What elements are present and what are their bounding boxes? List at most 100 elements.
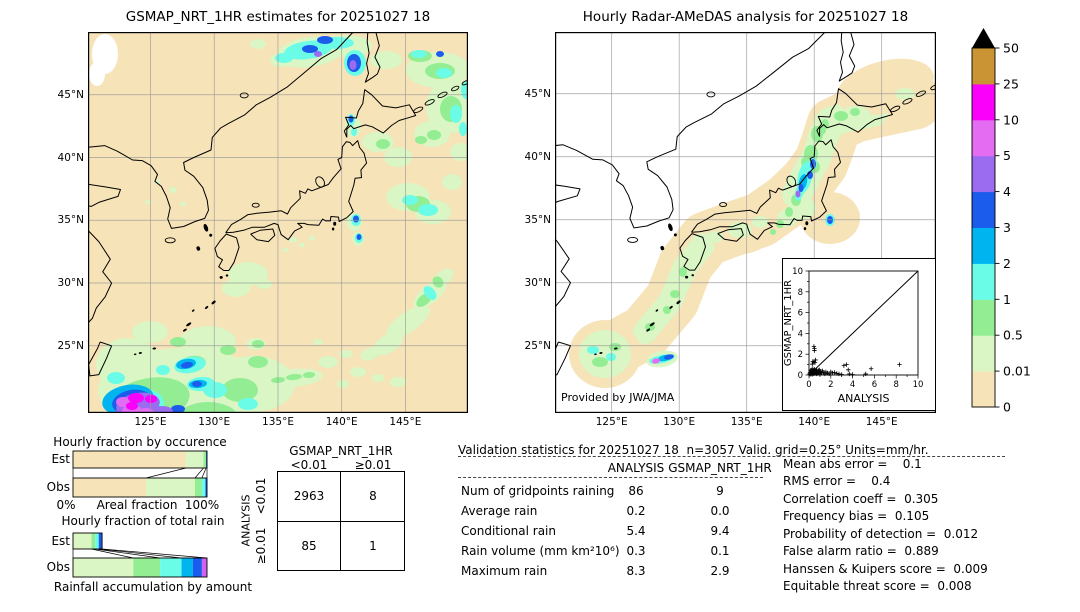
lat-tick-label: 30°N <box>524 276 551 289</box>
score-line: Correlation coeff = 0.305 <box>783 492 939 506</box>
grid-layer <box>88 32 468 413</box>
stats-row-label: Num of gridpoints raining <box>461 484 615 498</box>
lat-tick-label: 30°N <box>57 277 84 289</box>
stats-row-label: Maximum rain <box>461 564 548 578</box>
fraction-connectors <box>72 548 208 559</box>
lon-tick-label: 130°E <box>663 416 696 428</box>
stats-col-analysis: ANALYSIS <box>607 461 665 475</box>
contingency-divider-h <box>277 521 405 523</box>
colorbar-tick-label: 0.5 <box>1003 328 1023 343</box>
scatter-x-tick: 6 <box>872 380 877 390</box>
left-map-title: GSMAP_NRT_1HR estimates for 20251027 18 <box>125 9 431 25</box>
occurrence-obs-label: Obs <box>46 480 70 494</box>
colorbar-tick-label: 1 <box>1003 292 1011 307</box>
colorbar-tick-label: 10 <box>1003 112 1019 127</box>
coastline-layer <box>555 32 936 376</box>
contingency-col-title: GSMAP_NRT_1HR <box>289 444 393 458</box>
stats-row-val-g: 2.9 <box>710 564 730 578</box>
colorbar-tick-label: 4 <box>1003 184 1011 199</box>
contingency-cell-10: 85 <box>301 539 317 553</box>
lat-tick-label: 40°N <box>524 150 551 163</box>
occurrence-est-label: Est <box>51 452 70 466</box>
lat-tick-label: 25°N <box>57 339 84 352</box>
score-line: Frequency bias = 0.105 <box>783 509 930 523</box>
colorbar-tick-label: 0 <box>1003 400 1011 415</box>
occurrence-title: Hourly fraction by occurence <box>53 435 227 449</box>
stats-row-val-a: 5.4 <box>626 524 646 538</box>
colorbar-tick-label: 25 <box>1003 76 1019 91</box>
score-line: Probability of detection = 0.012 <box>783 527 979 541</box>
stats-row-label: Conditional rain <box>461 524 556 538</box>
scatter-x-tick: 0 <box>806 380 811 390</box>
contingency-row-label-ge: ≥0.01 <box>254 527 268 565</box>
scatter-y-tick: 2 <box>798 350 803 360</box>
scatter-y-tick: 8 <box>798 288 803 298</box>
score-line: Mean abs error = 0.1 <box>783 457 922 471</box>
lat-tick-label: 35°N <box>524 213 551 226</box>
gsmap-estimate-map <box>88 32 468 413</box>
scatter-y-tick: 0 <box>798 371 803 381</box>
right-map-title: Hourly Radar-AMeDAS analysis for 2025102… <box>582 9 909 25</box>
scatter-y-tick: 10 <box>792 267 803 277</box>
stats-row-val-a: 8.3 <box>626 564 646 578</box>
lat-tick-label: 45°N <box>524 87 551 100</box>
lat-tick-label: 35°N <box>57 214 84 227</box>
scatter-inset: 0 0 2 2 4 4 6 6 8 8 10 10 ANALYSIS GSMAP_NRT_1HR <box>782 258 936 411</box>
stats-row-label: Rain volume (mm km²10⁶) <box>461 544 620 558</box>
stats-dashed-rule-1 <box>458 456 1005 457</box>
stats-header-line: Validation statistics for 20251027 18 n=… <box>458 443 929 457</box>
score-line: False alarm ratio = 0.889 <box>783 544 939 558</box>
stats-col-gsmap: GSMAP_NRT_1HR <box>668 461 772 475</box>
scatter-points <box>807 344 902 377</box>
lat-tick-label: 45°N <box>57 88 84 101</box>
coastline-layer <box>88 32 468 377</box>
scatter-x-tick: 4 <box>850 380 855 390</box>
areal-axis-0: 0% <box>56 498 76 512</box>
scatter-y-tick: 6 <box>798 309 803 319</box>
totalrain-est-label: Est <box>51 534 70 548</box>
scatter-y-tick: 4 <box>798 329 803 339</box>
totalrain-title: Hourly fraction of total rain <box>61 514 225 528</box>
occurrence-bars <box>72 450 208 498</box>
lon-tick-label: 145°E <box>865 416 898 428</box>
stats-row-val-a: 0.3 <box>626 544 646 558</box>
totalrain-obs-label: Obs <box>46 560 70 574</box>
scatter-xlabel: ANALYSIS <box>838 392 890 405</box>
lon-tick-label: 135°E <box>730 416 763 428</box>
score-line: Equitable threat score = 0.008 <box>783 579 972 593</box>
stats-row-val-g: 0.0 <box>710 504 730 518</box>
stats-row-val-g: 0.1 <box>710 544 730 558</box>
grid-layer <box>555 32 936 413</box>
scatter-x-tick: 2 <box>828 380 833 390</box>
totalrain-bars <box>72 532 208 578</box>
lon-tick-label: 125°E <box>595 416 628 428</box>
contingency-col-label-lt: <0.01 <box>290 458 328 472</box>
score-line: Hanssen & Kuipers score = 0.009 <box>783 562 988 576</box>
areal-axis-100: 100% <box>184 498 220 512</box>
colorbar-tick-label: 2 <box>1003 256 1011 271</box>
credit-note: Provided by JWA/JMA <box>561 391 675 404</box>
stats-row-val-a: 0.2 <box>626 504 646 518</box>
scatter-x-tick: 10 <box>913 380 924 390</box>
stats-row-val-g: 9 <box>716 484 724 498</box>
radar-amedas-map <box>555 32 936 413</box>
lon-tick-label: 140°E <box>325 416 358 428</box>
lon-tick-label: 125°E <box>134 416 167 428</box>
contingency-cell-01: 8 <box>369 489 377 503</box>
scatter-ylabel: GSMAP_NRT_1HR <box>783 280 794 366</box>
precip-layer <box>569 58 936 388</box>
contingency-row-title: ANALYSIS <box>239 494 253 547</box>
totalrain-caption: Rainfall accumulation by amount <box>53 580 253 594</box>
areal-axis-label: Areal fraction <box>96 498 178 512</box>
lon-tick-label: 145°E <box>389 416 422 428</box>
colorbar-tick-label: 50 <box>1003 41 1019 56</box>
scatter-plot: 00 2 2 4 4 6 6 8 8 10 10 ANALYSIS GSMAP_NRT_1HR <box>783 267 924 405</box>
contingency-cell-00: 2963 <box>293 489 325 503</box>
lat-tick-label: 40°N <box>57 151 84 164</box>
scatter-x-tick: 8 <box>893 380 898 390</box>
fraction-connectors <box>72 467 208 479</box>
precip-layer <box>89 34 468 413</box>
colorbar-tick-label: 5 <box>1003 148 1011 163</box>
colorbar-tick-label: 3 <box>1003 220 1011 235</box>
